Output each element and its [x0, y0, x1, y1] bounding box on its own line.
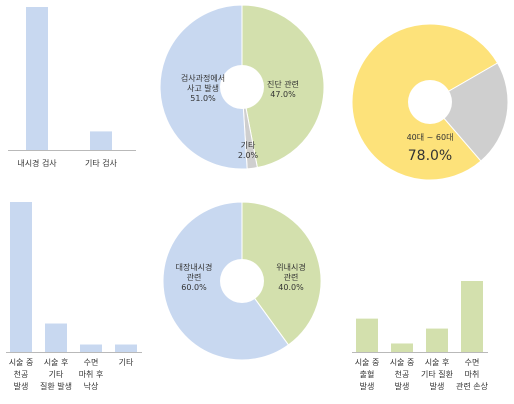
bar-3-3 — [115, 344, 137, 352]
slice-label-4-1-0: 대장내시경 — [176, 262, 213, 272]
slice-label-1-0-1: 47.0% — [270, 90, 296, 99]
slice-label-1-2-0: 검사과정에서 — [181, 73, 225, 83]
tick-label-5-2-0: 시술 후 — [425, 357, 450, 367]
bar-0-1 — [90, 131, 112, 150]
tick-label-3-3-0: 기타 — [119, 358, 134, 367]
pie-slice-4-0 — [241, 201, 322, 346]
tick-label-3-0-2: 발생 — [14, 381, 29, 391]
tick-label-0-1-0: 기타 검사 — [85, 158, 118, 168]
slice-label-1-1-0: 기타 — [241, 141, 256, 150]
tick-label-5-0-1: 출혈 — [360, 369, 375, 379]
tick-label-5-2-1: 기타 질환 — [421, 369, 454, 379]
slice-label-1-0-0: 진단 관련 — [267, 79, 299, 89]
bar-3-1 — [45, 323, 67, 352]
pie-hole-1 — [220, 65, 264, 109]
bar-0-0 — [26, 7, 48, 150]
bar-5-1 — [391, 343, 413, 352]
tick-label-5-3-0: 수면 — [465, 357, 480, 367]
tick-label-3-2-1: 마취 후 — [79, 370, 104, 379]
tick-label-3-2-0: 수면 — [84, 357, 99, 367]
tick-label-0-0-0: 내시경 검사 — [17, 158, 57, 168]
bar-3-2 — [80, 344, 102, 352]
tick-label-3-1-0: 시술 후 — [44, 357, 69, 367]
slice-label-4-0-0: 위내시경 — [276, 262, 305, 272]
tick-label-5-2-2: 발생 — [430, 381, 445, 391]
center-label-2: 40대 ~ 60대 — [407, 133, 454, 142]
tick-label-3-2-2: 낙상 — [84, 381, 99, 391]
pie-hole-2 — [408, 80, 452, 124]
tick-label-3-1-2: 질환 발생 — [40, 381, 72, 391]
bar-5-3 — [461, 281, 483, 352]
tick-label-5-1-0: 시술 중 — [390, 357, 415, 367]
tick-label-5-1-2: 발생 — [395, 381, 410, 391]
slice-label-1-1-1: 2.0% — [238, 151, 259, 160]
slice-label-4-0-2: 40.0% — [278, 283, 304, 292]
pie-slice-1-0 — [241, 4, 325, 169]
tick-label-5-3-2: 관련 손상 — [456, 381, 489, 391]
tick-label-5-0-0: 시술 중 — [355, 357, 380, 367]
tick-label-5-3-1: 마취 — [465, 370, 480, 379]
pie-slice-1-2 — [159, 4, 248, 170]
pie-hole-4 — [220, 259, 264, 303]
tick-label-3-1-1: 기타 — [49, 370, 64, 379]
center-value-2: 78.0% — [408, 148, 452, 164]
tick-label-5-1-1: 천공 — [395, 369, 410, 379]
slice-label-4-1-2: 60.0% — [181, 283, 207, 292]
tick-label-3-0-0: 시술 중 — [9, 357, 34, 367]
bar-5-0 — [356, 318, 378, 352]
slice-label-1-2-1: 사고 발생 — [187, 83, 219, 93]
pie-slice-2-1 — [429, 62, 509, 162]
slice-label-4-0-1: 관련 — [284, 272, 299, 282]
slice-label-4-1-1: 관련 — [187, 272, 202, 282]
slice-label-1-2-2: 51.0% — [190, 94, 216, 103]
tick-label-5-0-2: 발생 — [360, 381, 375, 391]
bar-5-2 — [426, 328, 448, 352]
bar-3-0 — [10, 202, 32, 352]
tick-label-3-0-1: 천공 — [14, 369, 29, 379]
